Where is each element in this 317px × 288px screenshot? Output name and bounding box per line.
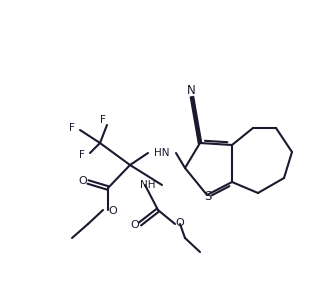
- Text: HN: HN: [154, 148, 170, 158]
- Text: O: O: [79, 176, 87, 186]
- Text: O: O: [131, 220, 139, 230]
- Text: NH: NH: [140, 180, 156, 190]
- Text: F: F: [69, 123, 75, 133]
- Text: S: S: [204, 190, 212, 204]
- Text: F: F: [79, 150, 85, 160]
- Text: F: F: [100, 115, 106, 125]
- Text: N: N: [187, 84, 195, 96]
- Text: O: O: [176, 218, 184, 228]
- Text: O: O: [109, 206, 117, 216]
